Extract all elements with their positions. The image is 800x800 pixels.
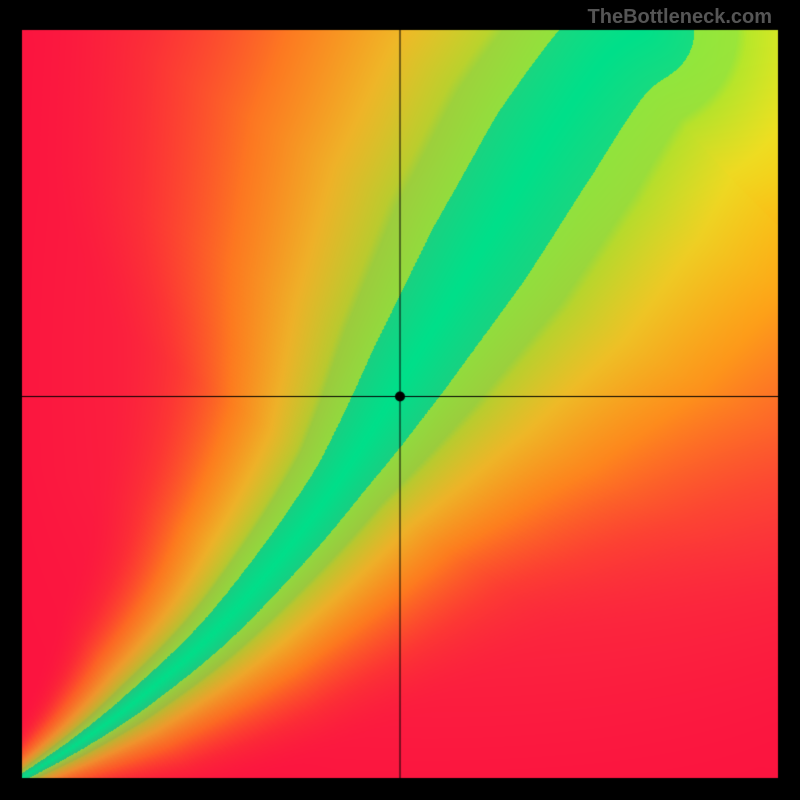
bottleneck-heatmap-canvas [0, 0, 800, 800]
watermark-text: TheBottleneck.com [588, 6, 772, 29]
